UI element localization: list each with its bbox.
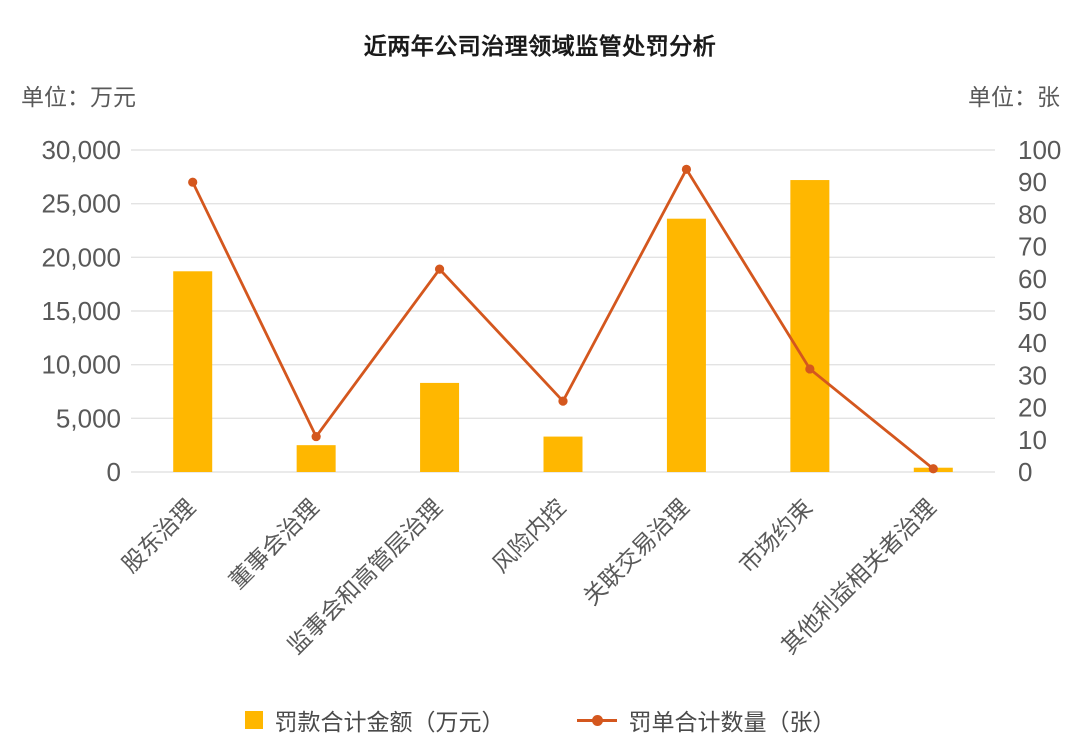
right-axis-tick-label: 70 <box>1018 232 1047 262</box>
legend-item-bar-series: 罚款合计金额（万元） <box>244 703 505 737</box>
right-axis-tick-label: 40 <box>1018 328 1047 358</box>
line-point <box>188 177 198 187</box>
category-label: 关联交易治理 <box>578 494 694 610</box>
legend-item-line-series: 罚单合计数量（张） <box>576 703 836 737</box>
right-axis-tick-label: 60 <box>1018 264 1047 294</box>
right-axis-tick-label: 50 <box>1018 296 1047 326</box>
left-axis-tick-label: 5,000 <box>56 403 121 433</box>
line-point <box>434 264 445 274</box>
line-point <box>311 431 321 442</box>
right-axis-tick-label: 100 <box>1018 135 1061 165</box>
left-axis-tick-label: 20,000 <box>41 242 121 272</box>
chart-title: 近两年公司治理领域监管处罚分析 <box>363 33 717 59</box>
right-axis-tick-label: 80 <box>1018 199 1047 229</box>
left-axis-tick-label: 25,000 <box>41 189 121 219</box>
bar-series-swatch-icon <box>244 711 263 729</box>
left-axis-tick-label: 15,000 <box>41 296 121 326</box>
chart-legend: 罚款合计金额（万元） 罚单合计数量（张） <box>0 703 1080 737</box>
bar <box>543 436 583 472</box>
line-point <box>558 396 568 406</box>
left-axis-unit-label: 单位：万元 <box>21 84 136 110</box>
bar <box>296 445 336 472</box>
bar <box>420 382 460 472</box>
category-label: 董事会治理 <box>224 494 324 594</box>
right-axis-unit-label: 单位：张 <box>968 84 1060 110</box>
bar-series-legend-label: 罚款合计金额（万元） <box>274 709 505 735</box>
line-series-legend-label: 罚单合计数量（张） <box>628 709 836 735</box>
left-axis-tick-label: 30,000 <box>41 135 121 165</box>
line-point <box>805 364 815 374</box>
line-marker-dot <box>591 715 603 726</box>
category-label: 风险内控 <box>487 494 570 577</box>
right-axis-tick-label: 0 <box>1018 457 1032 487</box>
bar <box>790 180 830 472</box>
right-axis-tick-label: 10 <box>1018 425 1047 455</box>
left-axis-tick-label: 0 <box>107 457 121 487</box>
bar <box>666 218 706 472</box>
line-point <box>681 164 692 174</box>
right-axis-tick-label: 30 <box>1018 360 1047 390</box>
category-label: 市场约束 <box>734 494 817 577</box>
right-axis-tick-label: 90 <box>1018 167 1047 197</box>
right-axis-tick-label: 20 <box>1018 393 1047 423</box>
category-label: 股东治理 <box>117 494 200 577</box>
line-point <box>928 464 938 474</box>
line-series-marker-icon <box>576 714 617 726</box>
bar <box>173 271 213 472</box>
left-axis-tick-label: 10,000 <box>41 350 121 380</box>
